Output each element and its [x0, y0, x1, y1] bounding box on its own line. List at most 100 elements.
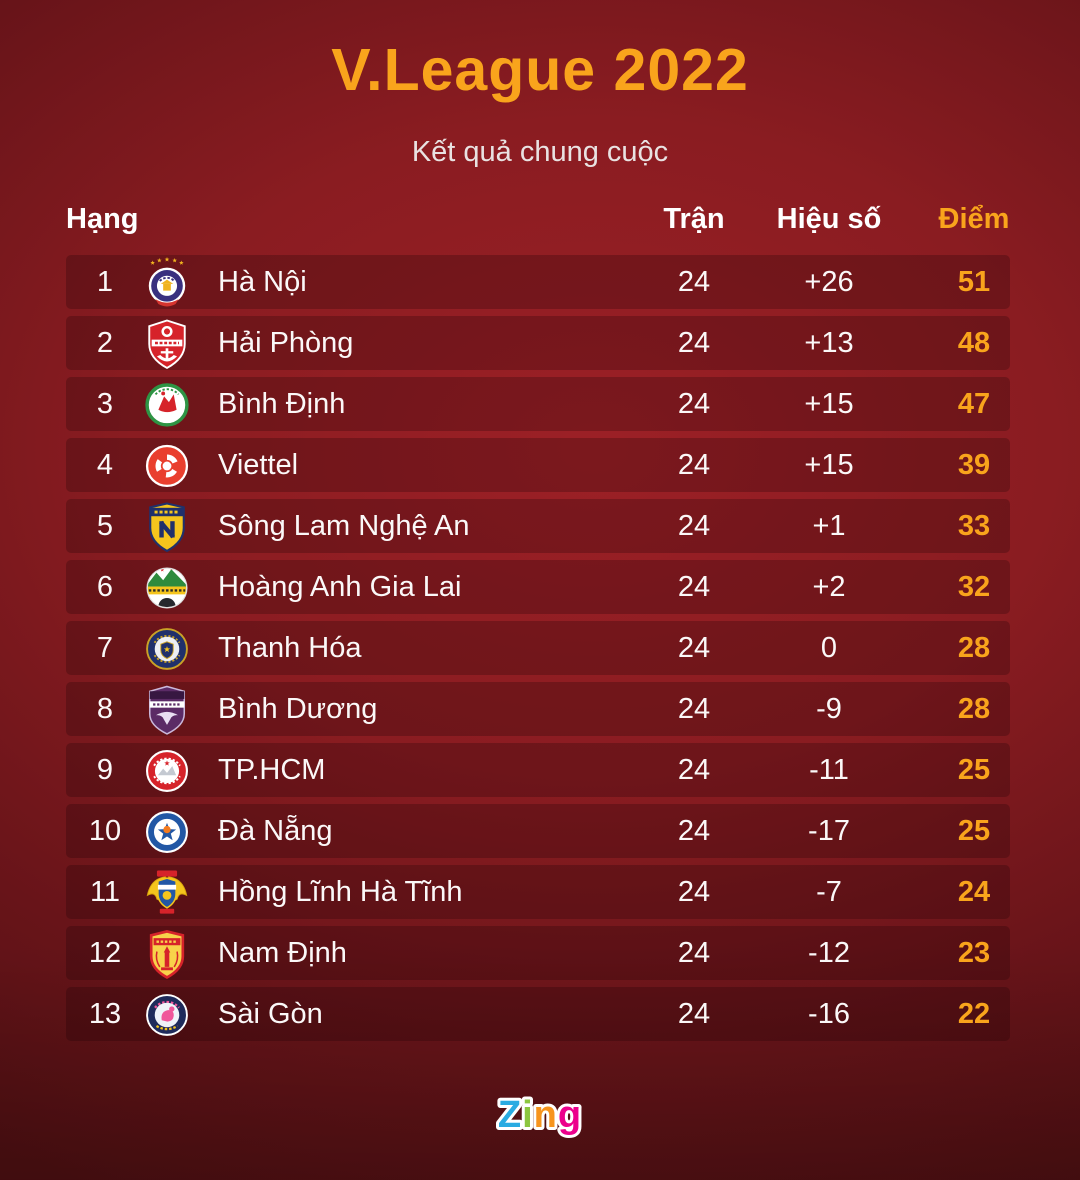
- hanoi-club-logo-icon: [148, 256, 186, 307]
- goal-diff-cell: -16: [808, 998, 850, 1030]
- rank-cell: 5: [96, 510, 114, 542]
- club-logo-hatinh: [144, 866, 190, 918]
- table-row-1: 1 Hà Nội 24 +26 51: [66, 255, 1010, 309]
- table-row-13: 13 Sài Gòn 24 -16 22: [66, 987, 1010, 1041]
- club-name: Sông Lam Nghệ An: [218, 510, 470, 542]
- club-name: Hải Phòng: [218, 327, 354, 359]
- rank-cell: 10: [88, 815, 122, 847]
- namdinh-club-logo-icon: [149, 930, 185, 979]
- club-logo-danang: [144, 805, 190, 857]
- club-logo-viettel: [144, 439, 190, 491]
- rank-cell: 11: [89, 876, 121, 908]
- rank-cell: 6: [96, 571, 114, 603]
- points-cell: 33: [957, 510, 991, 542]
- points-cell: 23: [957, 937, 991, 969]
- goal-diff-cell: +26: [804, 266, 854, 298]
- matches-cell: 24: [677, 998, 711, 1030]
- table-row-11: 11 Hồng Lĩnh Hà Tĩnh 24 -7 24: [66, 865, 1010, 919]
- points-cell: 25: [957, 754, 991, 786]
- viettel-club-logo-icon: [145, 444, 189, 488]
- column-header-rank: Hạng: [66, 203, 139, 235]
- matches-cell: 24: [677, 266, 711, 298]
- points-cell: 24: [957, 876, 991, 908]
- tphcm-club-logo-icon: [146, 749, 188, 792]
- points-cell: 39: [957, 449, 991, 481]
- matches-cell: 24: [677, 510, 711, 542]
- table-header: Hạng Trận Hiệu số Điểm: [66, 203, 1010, 235]
- table-row-4: 4 Viettel 24 +15 39: [66, 438, 1010, 492]
- matches-cell: 24: [677, 815, 711, 847]
- rank-cell: 9: [96, 754, 114, 786]
- club-logo-hanoi: [144, 256, 190, 308]
- club-name: Đà Nẵng: [218, 815, 333, 847]
- goal-diff-cell: +1: [812, 510, 846, 542]
- danang-club-logo-icon: [146, 810, 188, 853]
- goal-diff-cell: -11: [809, 754, 849, 786]
- column-header-goal-diff: Hiệu số: [776, 203, 882, 235]
- matches-cell: 24: [677, 327, 711, 359]
- binhdinh-club-logo-icon: [145, 383, 189, 427]
- haiphong-club-logo-icon: [148, 319, 186, 369]
- matches-cell: 24: [677, 937, 711, 969]
- goal-diff-cell: 0: [820, 632, 838, 664]
- club-logo-saigon: [144, 988, 190, 1040]
- points-cell: 25: [957, 815, 991, 847]
- goal-diff-cell: -7: [816, 876, 842, 908]
- column-header-points: Điểm: [938, 203, 1010, 235]
- table-row-8: 8 Bình Dương 24 -9 28: [66, 682, 1010, 736]
- points-cell: 48: [957, 327, 991, 359]
- club-name: Nam Định: [218, 937, 347, 969]
- points-cell: 28: [957, 693, 991, 725]
- goal-diff-cell: +13: [804, 327, 854, 359]
- column-header-matches: Trận: [663, 203, 725, 235]
- matches-cell: 24: [677, 693, 711, 725]
- zing-wordmark-icon: Zing: [495, 1091, 584, 1139]
- club-logo-binhdinh: [144, 378, 190, 430]
- club-name: Sài Gòn: [218, 998, 323, 1030]
- svg-text:Zing: Zing: [498, 1094, 582, 1136]
- goal-diff-cell: -17: [808, 815, 850, 847]
- thanhhoa-club-logo-icon: [146, 628, 188, 670]
- hatinh-club-logo-icon: [146, 870, 188, 914]
- page-subtitle: Kết quả chung cuộc: [411, 136, 669, 168]
- table-row-2: 2 Hải Phòng 24 +13 48: [66, 316, 1010, 370]
- club-name: Hà Nội: [218, 266, 307, 298]
- rank-cell: 8: [96, 693, 114, 725]
- club-logo-tphcm: [144, 744, 190, 796]
- table-row-9: 9 TP.HCM 24 -11 25: [66, 743, 1010, 797]
- rank-cell: 3: [96, 388, 114, 420]
- club-name: Bình Định: [218, 388, 346, 420]
- club-logo-binhduong: [144, 683, 190, 735]
- club-name: Bình Dương: [218, 693, 378, 725]
- goal-diff-cell: -9: [816, 693, 842, 725]
- club-name: Hoàng Anh Gia Lai: [218, 571, 462, 603]
- table-row-3: 3 Bình Định 24 +15 47: [66, 377, 1010, 431]
- page-title: V.League 2022: [331, 37, 749, 103]
- saigon-club-logo-icon: [146, 994, 188, 1036]
- matches-cell: 24: [677, 571, 711, 603]
- goal-diff-cell: -12: [808, 937, 850, 969]
- rank-cell: 12: [88, 937, 122, 969]
- rank-cell: 4: [96, 449, 114, 481]
- slna-club-logo-icon: [149, 502, 185, 552]
- zing-logo: Zing: [0, 1088, 1080, 1142]
- points-cell: 47: [957, 388, 991, 420]
- club-logo-namdinh: [144, 927, 190, 979]
- goal-diff-cell: +15: [804, 449, 854, 481]
- table-row-7: 7 Thanh Hóa 24 0 28: [66, 621, 1010, 675]
- club-name: Thanh Hóa: [218, 632, 362, 664]
- goal-diff-cell: +2: [812, 571, 846, 603]
- rank-cell: 2: [96, 327, 114, 359]
- points-cell: 28: [957, 632, 991, 664]
- matches-cell: 24: [677, 449, 711, 481]
- table-row-12: 12 Nam Định 24 -12 23: [66, 926, 1010, 980]
- table-row-10: 10 Đà Nẵng 24 -17 25: [66, 804, 1010, 858]
- club-logo-slna: [144, 500, 190, 552]
- rank-cell: 13: [88, 998, 122, 1030]
- club-name: Viettel: [218, 449, 299, 481]
- points-cell: 22: [957, 998, 991, 1030]
- club-logo-hagl: [144, 561, 190, 613]
- club-logo-thanhhoa: [144, 622, 190, 674]
- hagl-club-logo-icon: [146, 567, 188, 609]
- matches-cell: 24: [677, 876, 711, 908]
